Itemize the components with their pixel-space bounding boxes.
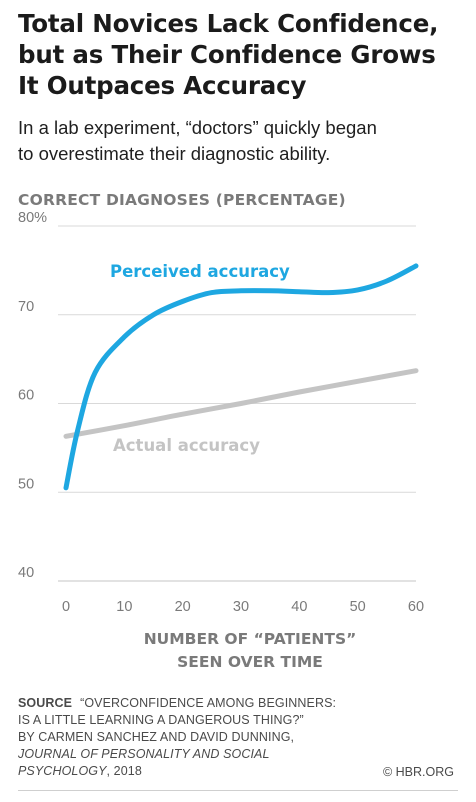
x-axis-label-line-1: NUMBER OF “PATIENTS” bbox=[143, 630, 357, 648]
source-line-5-italic: PSYCHOLOGY bbox=[18, 764, 107, 778]
y-tick-label-80: 80% bbox=[18, 210, 47, 226]
source-row-1: SOURCE “OVERCONFIDENCE AMONG BEGINNERS: bbox=[18, 695, 458, 712]
subtitle-line-2: to overestimate their diagnostic ability… bbox=[18, 143, 331, 164]
bottom-divider bbox=[18, 790, 458, 791]
series-label-perceived: Perceived accuracy bbox=[110, 262, 290, 281]
x-tick-label-10: 10 bbox=[116, 599, 132, 615]
x-tick-label-40: 40 bbox=[291, 599, 307, 615]
x-tick-label-30: 30 bbox=[233, 599, 249, 615]
source-label: SOURCE bbox=[18, 696, 73, 710]
source-note: SOURCE “OVERCONFIDENCE AMONG BEGINNERS: I… bbox=[18, 695, 458, 780]
x-tick-label-60: 60 bbox=[408, 599, 424, 615]
title-line-2: but as Their Confidence Grows bbox=[18, 40, 436, 69]
title-line-3: It Outpaces Accuracy bbox=[18, 71, 307, 100]
source-line-3: BY CARMEN SANCHEZ AND DAVID DUNNING, bbox=[18, 730, 295, 744]
hbr-credit: © HBR.ORG bbox=[382, 765, 454, 779]
x-axis-label-line-2: SEEN OVER TIME bbox=[177, 653, 323, 671]
chart-subtitle: In a lab experiment, “doctors” quickly b… bbox=[18, 115, 468, 167]
y-axis-label: CORRECT DIAGNOSES (PERCENTAGE) bbox=[18, 191, 346, 209]
x-tick-label-0: 0 bbox=[62, 599, 70, 615]
y-tick-label-70: 70 bbox=[18, 299, 34, 315]
series-line-perceived bbox=[63, 263, 419, 491]
source-line-1: “OVERCONFIDENCE AMONG BEGINNERS: bbox=[80, 696, 337, 710]
y-tick-label-50: 50 bbox=[18, 476, 34, 492]
series-label-actual: Actual accuracy bbox=[113, 436, 260, 455]
y-tick-label-40: 40 bbox=[18, 565, 34, 581]
source-line-4: JOURNAL OF PERSONALITY AND SOCIAL bbox=[18, 747, 270, 761]
title-line-1: Total Novices Lack Confidence, bbox=[18, 9, 439, 38]
x-tick-label-20: 20 bbox=[175, 599, 191, 615]
x-tick-label-50: 50 bbox=[350, 599, 366, 615]
source-row-5: PSYCHOLOGY, 2018 bbox=[18, 763, 458, 780]
source-line-2: IS A LITTLE LEARNING A DANGEROUS THING?” bbox=[18, 713, 304, 727]
source-line-5-rest: , 2018 bbox=[106, 764, 142, 778]
y-tick-label-60: 60 bbox=[18, 388, 34, 404]
series-line-actual bbox=[63, 368, 419, 439]
x-axis-label: NUMBER OF “PATIENTS” SEEN OVER TIME bbox=[60, 628, 440, 674]
chart-title: Total Novices Lack Confidence, but as Th… bbox=[18, 8, 468, 101]
subtitle-line-1: In a lab experiment, “doctors” quickly b… bbox=[18, 117, 377, 138]
